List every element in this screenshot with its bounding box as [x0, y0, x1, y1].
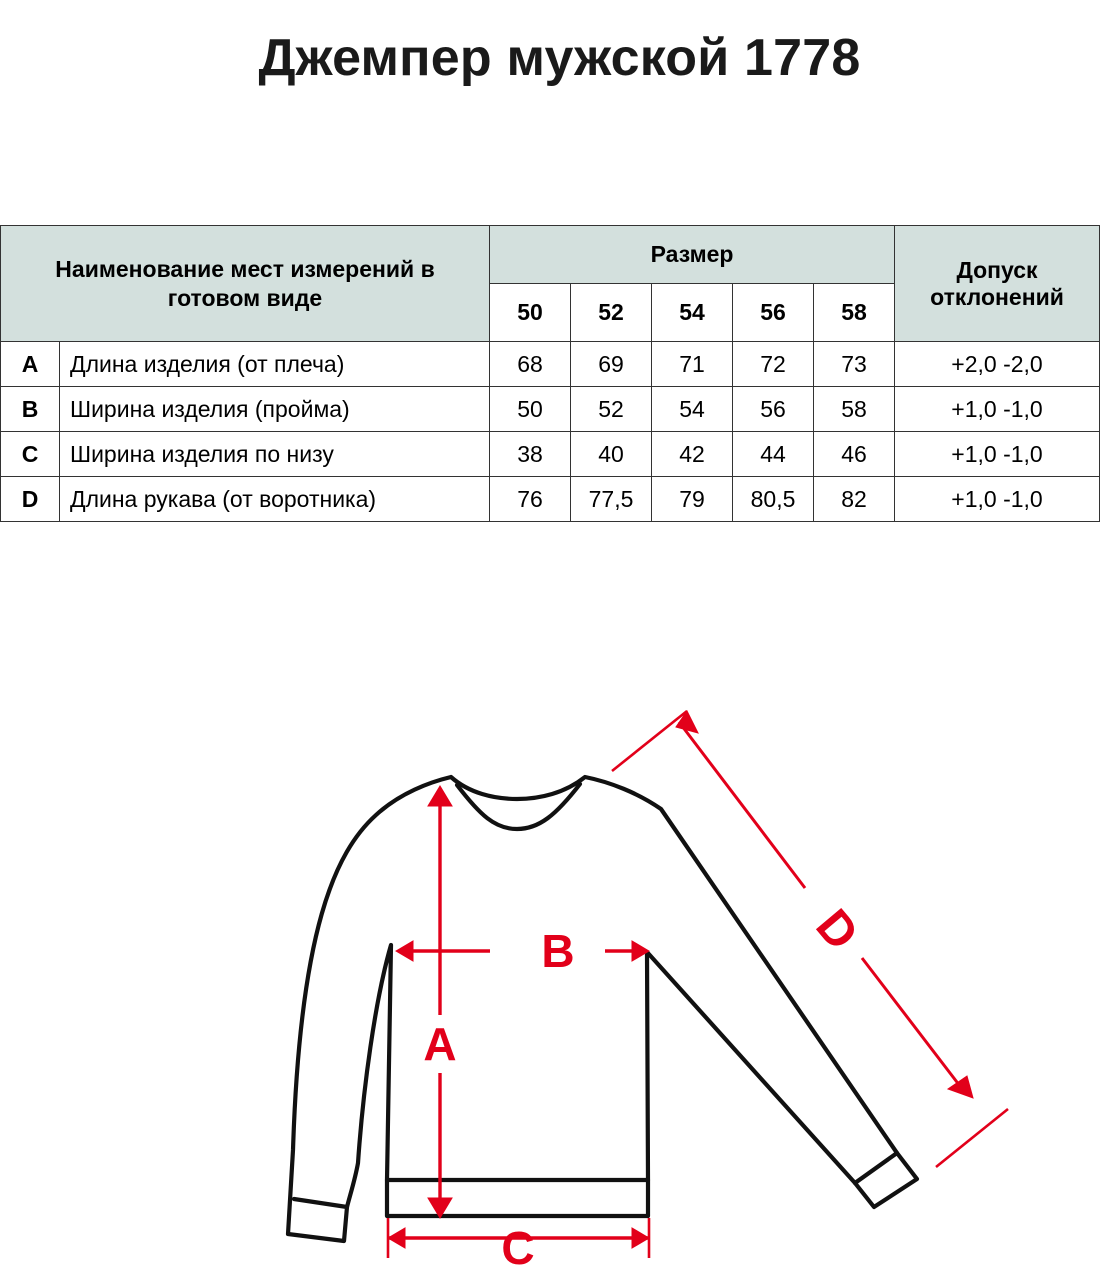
- svg-text:D: D: [805, 900, 868, 961]
- svg-text:C: C: [501, 1222, 534, 1274]
- svg-text:B: B: [541, 925, 574, 977]
- svg-text:A: A: [423, 1018, 456, 1070]
